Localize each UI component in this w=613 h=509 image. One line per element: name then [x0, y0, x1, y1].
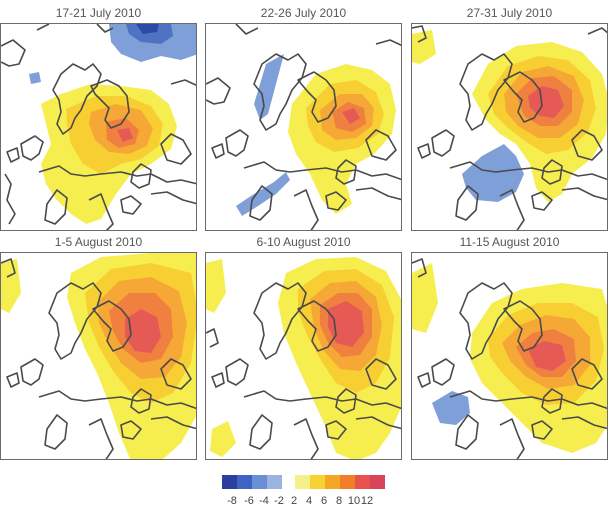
- legend-swatch: [295, 475, 310, 489]
- panel-title: 11-15 August 2010: [459, 235, 560, 249]
- legend-swatch: [310, 475, 325, 489]
- anomaly-map: [411, 252, 608, 460]
- map-svg: [412, 25, 607, 230]
- map-svg: [206, 257, 401, 459]
- anomaly-map: [0, 252, 197, 460]
- legend-swatch: [237, 475, 252, 489]
- legend-label: 2: [290, 495, 298, 507]
- legend-label: -8: [227, 495, 237, 507]
- legend-swatch: [252, 475, 267, 489]
- legend-swatch: [340, 475, 355, 489]
- map-svg: [206, 24, 401, 230]
- map-svg: [1, 24, 196, 230]
- panel-title: 27-31 July 2010: [466, 6, 553, 20]
- legend-swatch: [325, 475, 340, 489]
- legend-label: 8: [335, 495, 343, 507]
- anomaly-map: [205, 23, 402, 231]
- legend-label: -4: [259, 495, 269, 507]
- map-svg: [1, 253, 196, 459]
- legend-swatch: [222, 475, 237, 489]
- legend-swatch: [370, 475, 385, 489]
- legend-swatch: [267, 475, 282, 489]
- panel-title: 22-26 July 2010: [260, 6, 347, 20]
- anomaly-map: [0, 23, 197, 231]
- panel-title: 1-5 August 2010: [54, 235, 143, 249]
- legend-label: 4: [305, 495, 313, 507]
- legend-swatch: [355, 475, 370, 489]
- legend-colorbar: [222, 475, 385, 489]
- legend-label: -2: [274, 495, 284, 507]
- legend-label: 6: [320, 495, 328, 507]
- legend-label: 12: [360, 495, 374, 507]
- legend-label: 10: [347, 495, 361, 507]
- legend-label: -6: [244, 495, 254, 507]
- anomaly-map: [205, 252, 402, 460]
- map-svg: [412, 258, 607, 459]
- panel-title: 6-10 August 2010: [256, 235, 351, 249]
- anomaly-map: [411, 23, 608, 231]
- panel-title: 17-21 July 2010: [55, 6, 142, 20]
